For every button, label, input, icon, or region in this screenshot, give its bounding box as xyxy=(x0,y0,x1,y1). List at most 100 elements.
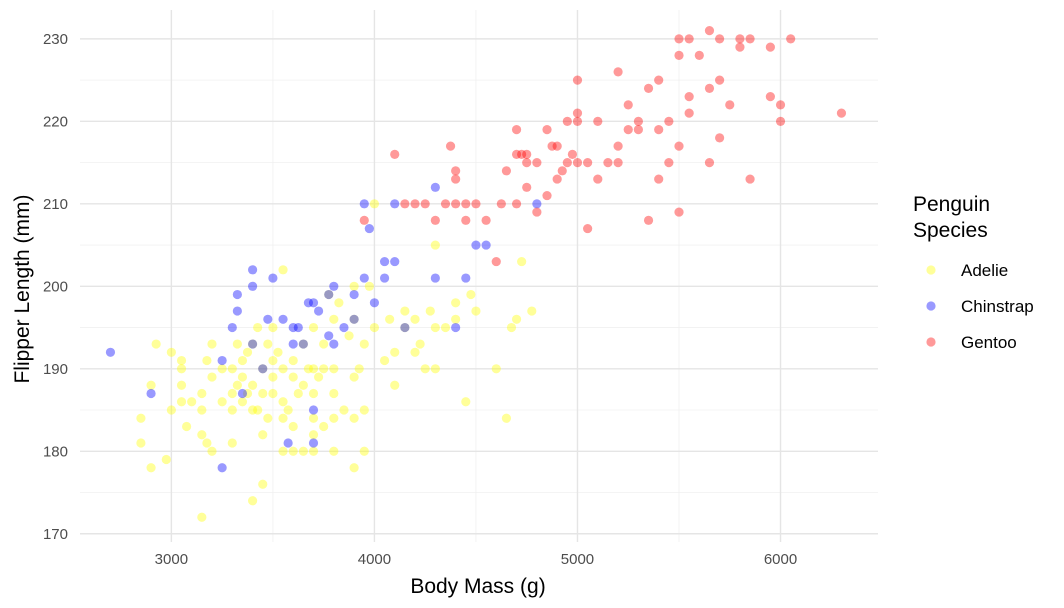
data-point xyxy=(654,75,664,85)
data-point xyxy=(603,157,613,168)
data-point xyxy=(268,273,278,283)
data-point xyxy=(430,322,440,333)
data-point xyxy=(511,314,522,324)
legend-item-gentoo: Gentoo xyxy=(926,333,1017,352)
data-point xyxy=(207,446,217,456)
data-point xyxy=(552,174,562,184)
data-point xyxy=(836,108,847,118)
data-point xyxy=(227,322,237,333)
data-point xyxy=(324,331,334,341)
data-point xyxy=(359,446,369,456)
data-point xyxy=(542,124,552,135)
data-point xyxy=(258,430,268,440)
data-point xyxy=(247,339,258,349)
data-point xyxy=(298,446,308,456)
data-point xyxy=(451,174,461,184)
data-point xyxy=(232,380,242,390)
data-point xyxy=(430,364,440,374)
data-point xyxy=(522,157,532,168)
data-point xyxy=(197,430,207,440)
data-point xyxy=(146,380,156,390)
data-point xyxy=(775,116,786,126)
legend-key xyxy=(926,265,936,275)
legend-key xyxy=(926,301,936,311)
data-point xyxy=(349,314,359,324)
data-point xyxy=(359,199,369,209)
data-point xyxy=(253,322,263,333)
data-point xyxy=(268,355,278,366)
data-point xyxy=(745,174,755,184)
data-point xyxy=(197,388,207,399)
data-point xyxy=(511,124,522,135)
data-point xyxy=(329,388,339,399)
data-point xyxy=(288,322,298,333)
data-point xyxy=(247,496,258,506)
data-point xyxy=(623,100,633,110)
data-point xyxy=(298,339,308,349)
data-point xyxy=(461,215,471,225)
data-point xyxy=(420,364,430,374)
data-point xyxy=(364,281,374,291)
data-point xyxy=(313,372,324,382)
data-point xyxy=(197,405,207,415)
data-point xyxy=(217,463,227,473)
y-tick-label: 230 xyxy=(43,31,68,48)
y-tick-label: 200 xyxy=(43,278,68,295)
data-point xyxy=(278,446,288,456)
data-point xyxy=(197,512,207,522)
data-point xyxy=(593,116,603,126)
y-tick-label: 180 xyxy=(43,443,68,460)
data-point xyxy=(308,405,319,415)
data-point xyxy=(547,141,557,151)
data-point xyxy=(674,34,684,44)
data-point xyxy=(227,438,237,448)
data-point xyxy=(765,92,775,102)
data-point xyxy=(445,141,456,151)
data-point xyxy=(263,339,273,349)
data-point xyxy=(258,364,268,374)
data-point xyxy=(182,421,192,432)
data-point xyxy=(765,42,775,52)
data-point xyxy=(176,397,187,407)
data-point xyxy=(694,50,704,60)
data-point xyxy=(461,273,471,283)
data-point xyxy=(207,372,217,382)
data-point xyxy=(308,364,319,374)
legend-items: Adelie Chinstrap Gentoo xyxy=(926,261,1034,352)
data-point xyxy=(237,388,248,399)
data-point xyxy=(511,199,522,209)
data-point xyxy=(237,372,248,382)
data-point xyxy=(613,67,623,77)
data-point xyxy=(481,240,491,250)
x-tick-label: 4000 xyxy=(358,551,391,568)
y-tick-label: 220 xyxy=(43,113,68,130)
data-point xyxy=(715,34,725,44)
data-point xyxy=(369,322,380,333)
data-point xyxy=(410,199,420,209)
data-point xyxy=(552,141,562,151)
data-point xyxy=(430,182,440,192)
data-point xyxy=(572,157,583,168)
data-point xyxy=(613,141,623,151)
y-axis-title: Flipper Length (mm) xyxy=(11,194,34,383)
data-point xyxy=(324,289,334,300)
data-point xyxy=(451,166,461,176)
data-point xyxy=(527,306,537,316)
data-point xyxy=(532,207,542,217)
data-point xyxy=(745,34,755,44)
data-point xyxy=(202,355,212,366)
data-point xyxy=(390,149,400,159)
data-point xyxy=(278,314,288,324)
data-point xyxy=(471,199,481,209)
x-tick-labels: 3000 4000 5000 6000 xyxy=(155,551,798,568)
data-point xyxy=(268,322,278,333)
data-point xyxy=(308,413,319,423)
data-point xyxy=(567,149,578,159)
data-point xyxy=(583,223,593,234)
data-point xyxy=(451,199,461,209)
data-point xyxy=(400,322,410,333)
data-point xyxy=(451,314,461,324)
data-point xyxy=(430,215,440,225)
data-point xyxy=(664,157,674,168)
data-point xyxy=(390,347,400,357)
